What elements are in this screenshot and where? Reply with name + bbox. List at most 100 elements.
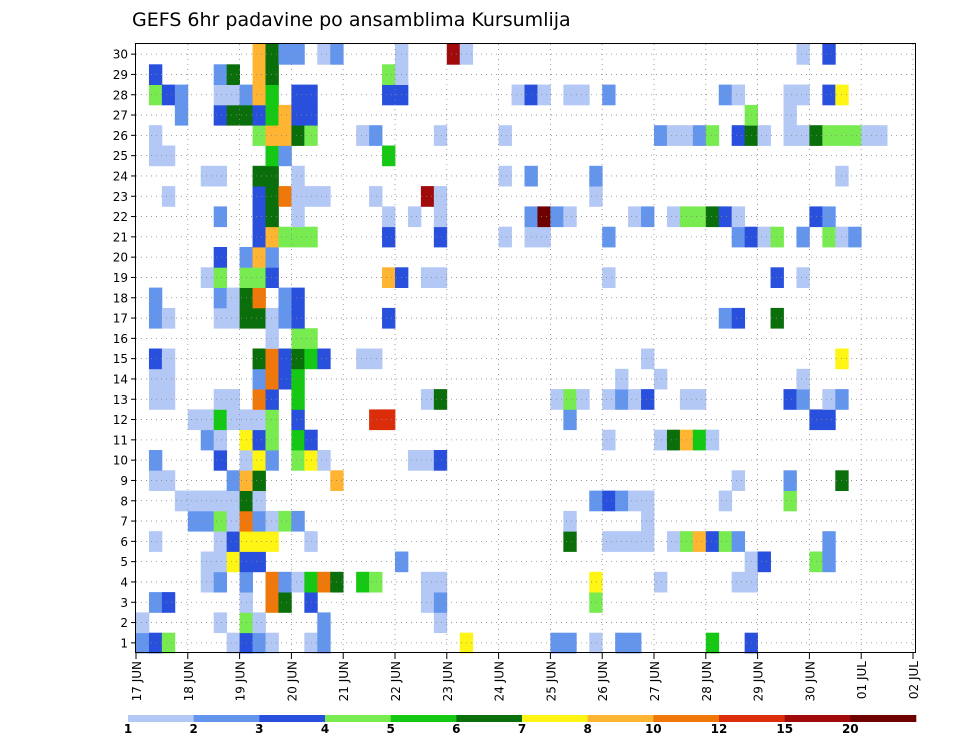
colorbar-label: 6 bbox=[452, 722, 460, 736]
heatmap-cell bbox=[278, 226, 292, 248]
y-tick-label: 7 bbox=[120, 515, 128, 529]
heatmap-cell bbox=[213, 510, 228, 532]
heatmap-cell bbox=[252, 450, 266, 471]
heatmap-cell bbox=[291, 307, 305, 329]
heatmap-cell bbox=[226, 409, 240, 431]
colorbar-label: 20 bbox=[842, 722, 859, 736]
heatmap-cell bbox=[382, 307, 396, 329]
heatmap-cell bbox=[226, 510, 240, 532]
heatmap-cell bbox=[252, 206, 266, 228]
heatmap-cell bbox=[265, 409, 279, 431]
heatmap-cell bbox=[718, 307, 733, 329]
heatmap-cell bbox=[226, 531, 240, 552]
heatmap-cell bbox=[783, 389, 797, 410]
heatmap-cell bbox=[783, 470, 797, 491]
heatmap-cell bbox=[213, 287, 228, 309]
heatmap-cell bbox=[252, 247, 266, 268]
heatmap-cell bbox=[278, 348, 292, 370]
y-tick-label: 4 bbox=[120, 575, 128, 589]
heatmap-cell bbox=[291, 125, 305, 146]
heatmap-cell bbox=[563, 510, 577, 532]
heatmap-cell bbox=[291, 389, 305, 410]
heatmap-cell bbox=[589, 632, 603, 654]
heatmap-cell bbox=[161, 84, 176, 106]
heatmap-cell bbox=[265, 267, 279, 288]
heatmap-cell bbox=[252, 348, 266, 370]
heatmap-cell bbox=[563, 389, 577, 410]
y-tick-label: 25 bbox=[113, 149, 128, 163]
x-tick-label: 02 JUL bbox=[907, 661, 921, 699]
heatmap-cell bbox=[278, 125, 292, 146]
x-tick-label: 28 JUN bbox=[700, 661, 714, 701]
heatmap-cell bbox=[161, 632, 176, 654]
heatmap-cell bbox=[317, 186, 331, 207]
heatmap-cell bbox=[148, 592, 163, 613]
heatmap-cell bbox=[291, 328, 305, 349]
y-tick-label: 15 bbox=[113, 352, 128, 366]
heatmap-cell bbox=[213, 409, 228, 431]
heatmap-cell bbox=[705, 531, 720, 552]
y-tick-label: 12 bbox=[113, 413, 128, 427]
colorbar-label: 2 bbox=[190, 722, 198, 736]
heatmap-cell bbox=[589, 592, 603, 613]
y-tick-label: 21 bbox=[113, 230, 128, 244]
x-tick-label: 22 JUN bbox=[389, 661, 403, 701]
y-tick-label: 28 bbox=[113, 88, 128, 102]
x-tick-label: 24 JUN bbox=[493, 661, 507, 701]
y-tick-label: 14 bbox=[113, 372, 128, 386]
heatmap-cell bbox=[356, 348, 370, 370]
colorbar-label: 10 bbox=[645, 722, 662, 736]
heatmap-cell bbox=[136, 632, 150, 654]
heatmap-cell bbox=[252, 409, 266, 431]
heatmap-cell bbox=[252, 44, 266, 65]
y-tick-label: 1 bbox=[120, 636, 128, 650]
heatmap-cell bbox=[666, 531, 681, 552]
heatmap-cell bbox=[161, 145, 176, 167]
heatmap-cell bbox=[252, 531, 266, 552]
heatmap-cell bbox=[161, 186, 176, 207]
heatmap-cell bbox=[602, 84, 616, 106]
heatmap-cell bbox=[718, 490, 733, 512]
heatmap-cell bbox=[550, 206, 564, 228]
colorbar-legend: 1 2 3 4 5 6 7 8 10 12 15 20 bbox=[124, 715, 917, 736]
heatmap-cell bbox=[265, 226, 279, 248]
y-tick-label: 18 bbox=[113, 291, 128, 305]
heatmap-cell bbox=[317, 348, 331, 370]
heatmap-cell bbox=[200, 165, 215, 187]
heatmap-cell bbox=[446, 44, 461, 65]
heatmap-cell bbox=[770, 267, 784, 288]
heatmap-cell bbox=[628, 490, 642, 512]
heatmap-cell bbox=[796, 368, 810, 390]
heatmap-cell bbox=[550, 389, 564, 410]
heatmap-cell bbox=[200, 571, 215, 593]
heatmap-cell bbox=[278, 571, 292, 593]
heatmap-cell bbox=[252, 551, 266, 573]
heatmap-cell bbox=[265, 592, 279, 613]
x-tick-label: 25 JUN bbox=[544, 661, 558, 701]
heatmap-cell bbox=[796, 389, 810, 410]
heatmap-cell bbox=[200, 267, 215, 288]
heatmap-cell bbox=[148, 470, 163, 491]
heatmap-cell bbox=[161, 389, 176, 410]
heatmap-cell bbox=[213, 571, 228, 593]
heatmap-cell bbox=[705, 429, 720, 451]
y-tick-label: 23 bbox=[113, 190, 128, 204]
heatmap-cell bbox=[148, 531, 163, 552]
chart-title: GEFS 6hr padavine po ansamblima Kursumli… bbox=[132, 9, 571, 31]
heatmap-cell bbox=[265, 510, 279, 532]
heatmap-cell bbox=[265, 206, 279, 228]
heatmap-cell bbox=[213, 64, 228, 85]
heatmap-cell bbox=[654, 125, 668, 146]
x-tick-label: 18 JUN bbox=[182, 661, 196, 701]
heatmap-cell bbox=[705, 632, 720, 654]
colorbar-label: 5 bbox=[387, 722, 395, 736]
heatmap-cell bbox=[602, 267, 616, 288]
heatmap-cell bbox=[783, 125, 797, 146]
heatmap-cell bbox=[433, 125, 448, 146]
heatmap-cell bbox=[161, 368, 176, 390]
heatmap-cell bbox=[563, 632, 577, 654]
heatmap-cell bbox=[136, 612, 150, 634]
heatmap-cell bbox=[226, 64, 240, 85]
heatmap-cell bbox=[369, 186, 383, 207]
heatmap-cell bbox=[148, 64, 163, 85]
